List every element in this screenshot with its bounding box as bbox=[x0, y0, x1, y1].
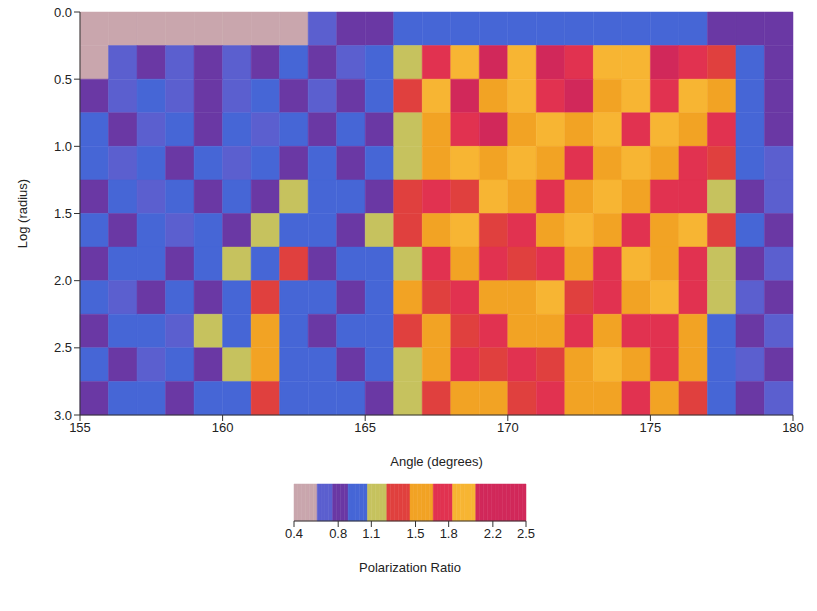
svg-text:2.0: 2.0 bbox=[54, 273, 72, 288]
svg-text:Polarization Ratio: Polarization Ratio bbox=[359, 560, 461, 575]
svg-text:0.0: 0.0 bbox=[54, 5, 72, 20]
svg-text:2.2: 2.2 bbox=[484, 526, 502, 541]
svg-text:Angle (degrees): Angle (degrees) bbox=[390, 454, 483, 469]
svg-text:2.5: 2.5 bbox=[517, 526, 535, 541]
svg-text:1.1: 1.1 bbox=[362, 526, 380, 541]
svg-text:1.8: 1.8 bbox=[440, 526, 458, 541]
svg-text:Log (radius): Log (radius) bbox=[15, 179, 30, 248]
svg-text:170: 170 bbox=[497, 420, 519, 435]
svg-text:165: 165 bbox=[354, 420, 376, 435]
svg-text:1.5: 1.5 bbox=[406, 526, 424, 541]
svg-text:0.5: 0.5 bbox=[54, 72, 72, 87]
svg-text:1.0: 1.0 bbox=[54, 139, 72, 154]
svg-text:0.8: 0.8 bbox=[329, 526, 347, 541]
svg-text:3.0: 3.0 bbox=[54, 408, 72, 423]
svg-text:180: 180 bbox=[782, 420, 804, 435]
svg-text:1.5: 1.5 bbox=[54, 206, 72, 221]
svg-text:175: 175 bbox=[640, 420, 662, 435]
svg-text:160: 160 bbox=[212, 420, 234, 435]
svg-text:155: 155 bbox=[69, 420, 91, 435]
svg-text:2.5: 2.5 bbox=[54, 340, 72, 355]
svg-text:0.4: 0.4 bbox=[285, 526, 303, 541]
